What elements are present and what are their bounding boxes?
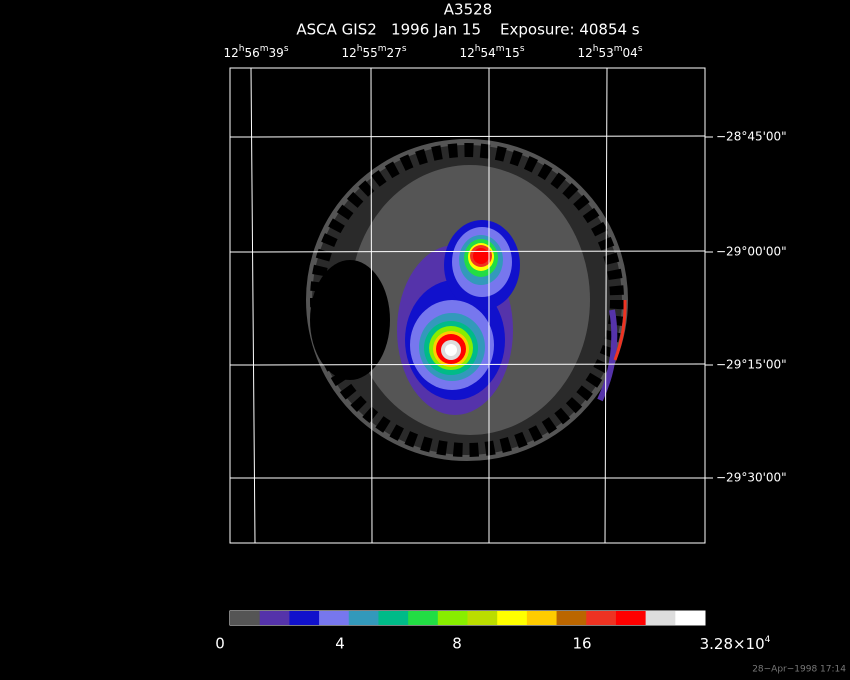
label-part: 56 [244,46,259,60]
colorbar-swatch [586,611,617,625]
label-part: 39 [269,46,284,60]
colorbar-swatch [348,611,379,625]
label-part: 3.28×10 [700,635,765,653]
colorbar-swatch [526,611,558,625]
dec-label: −29°15'00" [716,358,787,372]
colorbar-swatch [556,611,587,625]
superscript: m [614,44,623,54]
superscript: 4 [765,635,771,645]
colorbar-swatch [437,611,468,625]
colorbar-swatch [467,611,498,625]
colorbar-swatch [259,611,290,625]
superscript: h [357,44,363,54]
superscript: h [475,44,481,54]
colorbar-swatch [615,611,647,625]
label-part: 12 [223,46,238,60]
label-part: 55 [362,46,377,60]
colorbar: 0 4 8 16 3.28×104 [215,610,771,653]
superscript: s [520,44,525,54]
ra-label: 12h55m27s [341,44,406,60]
colorbar-swatch [230,611,261,625]
colorbar-swatch [497,611,528,625]
label-part: 12 [577,46,592,60]
superscript: s [638,44,643,54]
label-part: 04 [623,46,638,60]
dec-label: −28°45'00" [716,130,787,144]
dec-label: −29°00'00" [716,245,787,259]
superscript: s [284,44,289,54]
label-part: 54 [480,46,495,60]
title: A3528 [444,1,492,19]
colorbar-label: 4 [335,635,345,653]
ra-label: 12h54m15s [459,44,524,60]
label-part: 15 [505,46,520,60]
dec-label: −29°30'00" [716,471,787,485]
colorbar-label: 0 [215,635,225,653]
label-part: 12 [459,46,474,60]
colorbar-label: 16 [572,635,591,653]
subtitle: ASCA GIS2 1996 Jan 15 Exposure: 40854 s [296,21,639,39]
coordinate-grid [229,67,706,544]
xray-image [306,139,628,461]
superscript: m [378,44,387,54]
ra-label: 12h56m39s [223,44,288,60]
colorbar-swatch [378,611,409,625]
colorbar-swatch [319,611,350,625]
superscript: h [239,44,245,54]
colorbar-swatch [408,611,439,625]
colorbar-max-label: 3.28×104 [700,635,771,653]
label-part: 27 [387,46,402,60]
colorbar-swatch [289,611,320,625]
superscript: m [496,44,505,54]
superscript: m [260,44,269,54]
timestamp: 28−Apr−1998 17:14 [752,665,846,675]
ra-label: 12h53m04s [577,44,642,60]
superscript: h [593,44,599,54]
label-part: 12 [341,46,356,60]
colorbar-swatch [675,611,706,625]
label-part: 53 [598,46,613,60]
colorbar-swatch [645,611,676,625]
superscript: s [402,44,407,54]
colorbar-label: 8 [452,635,462,653]
